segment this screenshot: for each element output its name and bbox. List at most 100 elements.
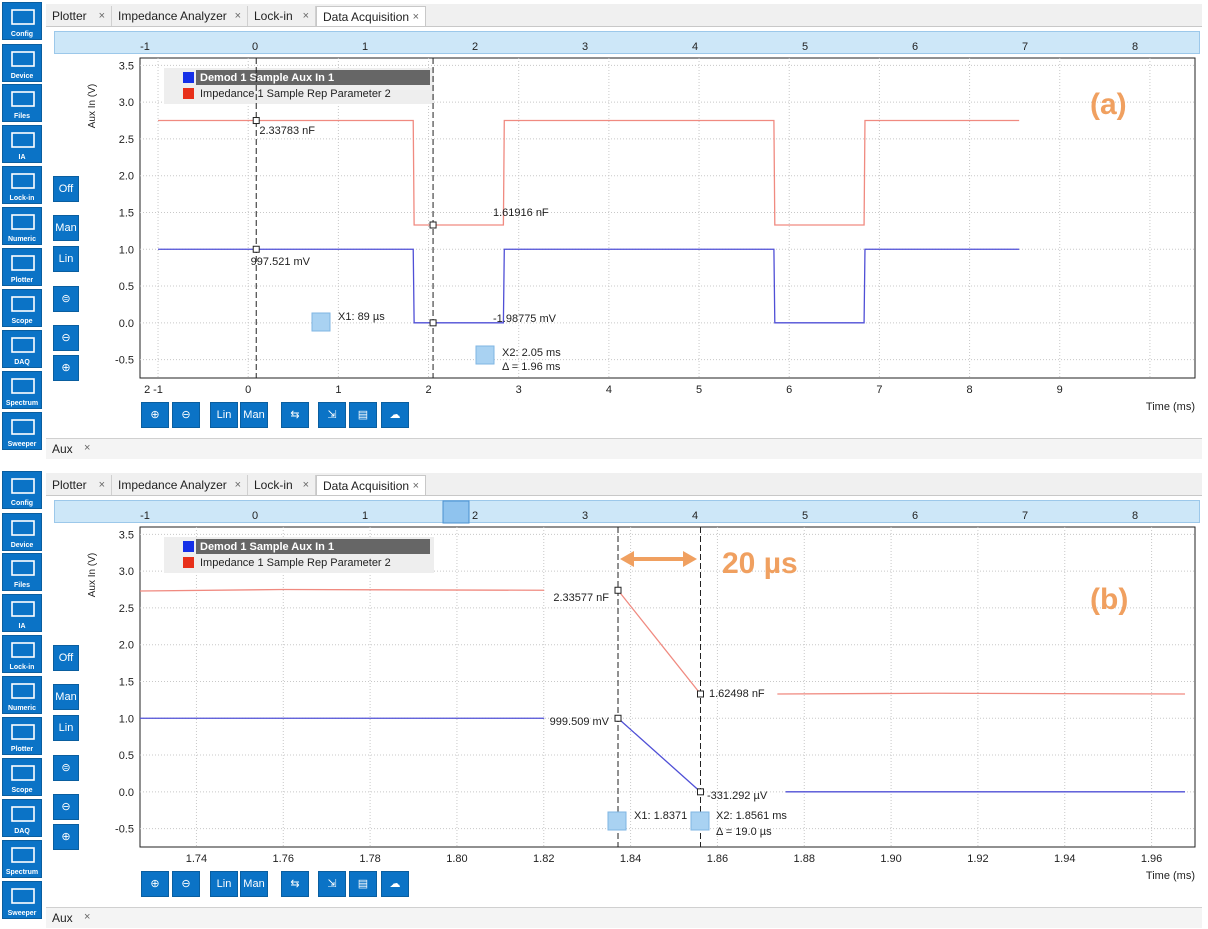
close-icon[interactable]: × <box>234 479 241 491</box>
close-icon[interactable]: × <box>302 10 309 22</box>
cursor-value-red2: 1.61916 nF <box>493 207 549 219</box>
cursor-mode-icon[interactable]: ⇆ <box>281 402 309 428</box>
sidebar-item-label: IA <box>18 154 26 161</box>
sidebar-item-ia[interactable]: IA <box>2 594 42 632</box>
manual-scale-button[interactable]: Man <box>240 871 268 897</box>
snapshot-icon[interactable]: ▤ <box>349 871 377 897</box>
tab-plotter[interactable]: Plotter × <box>46 475 112 495</box>
sidebar: Config Device Files IA Lock-in Numeric Plotter… <box>0 0 44 460</box>
close-icon[interactable]: × <box>98 479 105 491</box>
close-icon[interactable]: × <box>412 480 419 492</box>
tab-impedance-analyzer[interactable]: Impedance Analyzer × <box>112 6 248 26</box>
tab-lock-in[interactable]: Lock-in × <box>248 475 316 495</box>
sidebar-item-files[interactable]: Files <box>2 553 42 591</box>
x-tick-label: 1.92 <box>967 853 988 865</box>
zoom-out-icon[interactable]: ⊖ <box>172 871 200 897</box>
top-range-axis[interactable] <box>54 31 1200 54</box>
range-thumb[interactable] <box>442 500 470 524</box>
y-tick-label: -0.5 <box>115 824 134 836</box>
close-icon[interactable]: × <box>98 10 105 22</box>
cloud-icon[interactable]: ☁ <box>381 871 409 897</box>
device-icon <box>11 520 35 536</box>
cursor-handle-x2[interactable] <box>690 811 710 831</box>
manual-scale-button[interactable]: Man <box>53 215 79 241</box>
auto-range-off-button[interactable]: Off <box>53 645 79 671</box>
close-icon[interactable]: × <box>234 10 241 22</box>
tab-plotter[interactable]: Plotter × <box>46 6 112 26</box>
cursor-handle-x1[interactable] <box>311 312 331 332</box>
tab-aux[interactable]: Aux <box>52 911 73 925</box>
sidebar-item-config[interactable]: Config <box>2 2 42 40</box>
tab-data-acquisition[interactable]: Data Acquisition × <box>316 475 426 495</box>
x-tick-label: 7 <box>876 384 882 396</box>
tab-lock-in[interactable]: Lock-in × <box>248 6 316 26</box>
auto-range-off-button[interactable]: Off <box>53 176 79 202</box>
sidebar-item-spectrum[interactable]: Spectrum <box>2 371 42 409</box>
annotation-arrow-head-left <box>620 551 634 567</box>
linear-scale-button[interactable]: Lin <box>210 871 238 897</box>
sidebar-item-label: DAQ <box>14 359 30 366</box>
cloud-icon[interactable]: ☁ <box>381 402 409 428</box>
sidebar-item-label: Device <box>10 73 34 80</box>
sidebar-item-scope[interactable]: Scope <box>2 758 42 796</box>
sidebar-item-daq[interactable]: DAQ <box>2 799 42 837</box>
numeric-icon <box>11 214 35 230</box>
close-icon[interactable]: × <box>302 479 309 491</box>
sidebar-item-plotter[interactable]: Plotter <box>2 248 42 286</box>
top-range-axis[interactable] <box>54 500 1200 523</box>
zoom-fit-icon[interactable]: ⊜ <box>53 755 79 781</box>
cursor-value-blue1: 997.521 mV <box>251 256 311 268</box>
x-tick-label: 1.90 <box>880 853 901 865</box>
sidebar-item-scope[interactable]: Scope <box>2 289 42 327</box>
y-tick-label: 3.5 <box>119 60 134 72</box>
y-tick-label: 1.0 <box>119 713 134 725</box>
sweeper-icon <box>11 419 35 435</box>
cursor-handle-x1[interactable] <box>607 811 627 831</box>
sidebar-item-lockin[interactable]: Lock-in <box>2 635 42 673</box>
sidebar-item-device[interactable]: Device <box>2 513 42 551</box>
zoom-in-icon[interactable]: ⊕ <box>141 871 169 897</box>
sidebar-item-label: Config <box>10 31 34 38</box>
sidebar-item-files[interactable]: Files <box>2 84 42 122</box>
linear-scale-button[interactable]: Lin <box>53 715 79 741</box>
y-tick-label: 2.5 <box>119 134 134 146</box>
sidebar-item-device[interactable]: Device <box>2 44 42 82</box>
tab-data-acquisition[interactable]: Data Acquisition × <box>316 6 426 26</box>
sidebar-item-lockin[interactable]: Lock-in <box>2 166 42 204</box>
sidebar-item-sweeper[interactable]: Sweeper <box>2 412 42 450</box>
zoom-fit-icon[interactable]: ⊜ <box>53 286 79 312</box>
export-icon[interactable]: ⇲ <box>318 871 346 897</box>
zoom-in-icon[interactable]: ⊕ <box>141 402 169 428</box>
zoom-out-icon[interactable]: ⊖ <box>53 325 79 351</box>
linear-scale-button[interactable]: Lin <box>210 402 238 428</box>
cursor-handle-x2[interactable] <box>475 345 495 365</box>
cursor-mode-icon[interactable]: ⇆ <box>281 871 309 897</box>
linear-scale-button[interactable]: Lin <box>53 246 79 272</box>
top-axis-tick-label: 6 <box>912 510 918 522</box>
sidebar-item-sweeper[interactable]: Sweeper <box>2 881 42 919</box>
sidebar-item-numeric[interactable]: Numeric <box>2 207 42 245</box>
manual-scale-button[interactable]: Man <box>53 684 79 710</box>
sidebar-item-plotter[interactable]: Plotter <box>2 717 42 755</box>
tab-aux[interactable]: Aux <box>52 442 73 456</box>
tab-impedance-analyzer[interactable]: Impedance Analyzer × <box>112 475 248 495</box>
sidebar-item-daq[interactable]: DAQ <box>2 330 42 368</box>
close-icon[interactable]: × <box>84 911 91 923</box>
zoom-in-icon[interactable]: ⊕ <box>53 355 79 381</box>
sidebar-item-numeric[interactable]: Numeric <box>2 676 42 714</box>
zoom-out-icon[interactable]: ⊖ <box>53 794 79 820</box>
snapshot-icon[interactable]: ▤ <box>349 402 377 428</box>
sidebar-item-spectrum[interactable]: Spectrum <box>2 840 42 878</box>
close-icon[interactable]: × <box>84 442 91 454</box>
sidebar-item-ia[interactable]: IA <box>2 125 42 163</box>
export-icon[interactable]: ⇲ <box>318 402 346 428</box>
sidebar-item-config[interactable]: Config <box>2 471 42 509</box>
zoom-out-icon[interactable]: ⊖ <box>172 402 200 428</box>
close-icon[interactable]: × <box>412 11 419 23</box>
sidebar-item-label: Files <box>14 113 30 120</box>
legend-swatch-red <box>183 557 194 568</box>
top-axis-tick-label: 5 <box>802 510 808 522</box>
zoom-in-icon[interactable]: ⊕ <box>53 824 79 850</box>
manual-scale-button[interactable]: Man <box>240 402 268 428</box>
config-icon <box>11 9 35 25</box>
